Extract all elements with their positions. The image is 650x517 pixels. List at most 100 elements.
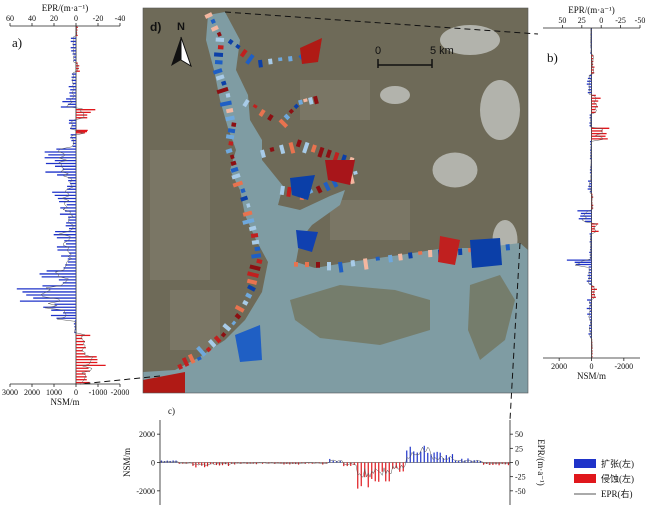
map-cloud-1: [480, 80, 520, 140]
c-y2label: EPR/(m·a⁻¹): [536, 439, 546, 485]
a-panel-label: a): [12, 35, 22, 50]
shore-branch-3-t0-0: [260, 149, 266, 159]
legend-label-expansion: 扩张(左): [601, 458, 634, 469]
shore-west-t7-3: [248, 225, 257, 232]
shore-west-t13-2: [181, 357, 190, 367]
b-x2tick-label-1: 25: [578, 16, 586, 25]
shore-west-t8-1: [251, 239, 260, 245]
a-x2tick-label-1: 40: [28, 14, 36, 23]
shore-branch-1-t0-3: [245, 53, 255, 65]
north-label: N: [177, 21, 185, 33]
c-panel-label: c): [168, 406, 175, 416]
shore-west-t10-1: [245, 292, 253, 299]
c-ytick-label-1: 0: [151, 459, 155, 468]
map-cloud-2: [432, 152, 478, 188]
a-xtick-label-1: 2000: [24, 388, 40, 397]
scale-label-5km: 5 km: [430, 45, 454, 57]
shore-west-t8-2: [254, 246, 261, 252]
shore-west-t3-0: [225, 93, 231, 98]
shore-branch-4-t0-0: [279, 185, 285, 196]
shore-branch-1-t1-0: [258, 59, 263, 68]
satellite-map: [142, 7, 529, 394]
legend: 扩张(左) 侵蚀(左) EPR(右): [574, 458, 634, 499]
a-xtick-label-4: -1000: [89, 388, 108, 397]
shore-west-t3-1: [219, 100, 232, 107]
shore-west-t4-2: [225, 134, 235, 140]
c-epr-line: [159, 446, 511, 478]
map-urban-0: [150, 150, 210, 280]
shore-west-t3-2: [225, 108, 234, 114]
shore-west-t13-0: [196, 356, 202, 361]
shore-west-t7-1: [242, 210, 253, 217]
map-panel-label: d): [150, 20, 161, 34]
legend-swatch-expansion: [574, 459, 596, 468]
shore-west-t11-1: [231, 320, 237, 326]
shore-west-t9-2: [247, 271, 259, 278]
b-x2tick-label-2: 0: [599, 16, 603, 25]
shore-branch-1-t1-1: [268, 58, 273, 65]
shore-west-t12-3: [196, 345, 207, 357]
b-xtick-label-2: -2000: [614, 362, 633, 371]
shore-branch-2-t0-2: [258, 108, 266, 118]
chart-a: 3000 2000 1000 0 -1000 -2000 NSM/m 60 40 20 0 -20 -4…: [2, 3, 129, 407]
c-y2tick-label-0: 50: [515, 430, 523, 439]
shore-west-t11-2: [222, 323, 232, 332]
shore-west-t7-2: [242, 218, 255, 225]
fan-2: [296, 230, 318, 252]
shore-west-t3-3: [225, 115, 235, 122]
a-epr-line: [40, 25, 93, 385]
shore-branch-2-t1-1: [283, 113, 291, 121]
shore-branch-4-t0-1: [286, 186, 292, 197]
shore-south-t2-2: [408, 252, 413, 259]
map-headland: [468, 275, 515, 360]
fan-3: [235, 325, 262, 362]
shore-west-t2-2: [221, 80, 227, 86]
b-epr-line: [574, 27, 604, 359]
shore-branch-2-t0-3: [267, 113, 274, 122]
c-y2tick-label-2: 0: [515, 459, 519, 468]
shore-branch-3-t2-0: [325, 149, 332, 159]
north-arrow-icon: [171, 36, 192, 68]
shore-west-t10-3: [234, 304, 245, 313]
shore-south-t1-1: [350, 259, 356, 267]
map-cloud-3: [380, 86, 410, 104]
shore-west-t9-0: [256, 258, 263, 264]
shore-west-t8-0: [250, 233, 259, 238]
map-cloud-0: [440, 25, 500, 55]
shore-south-t1-0: [338, 261, 344, 273]
a-x2tick-label-5: -40: [115, 14, 126, 23]
shore-west-t8-3: [251, 253, 262, 259]
fan-6: [470, 238, 502, 268]
shore-west-t9-1: [249, 264, 261, 271]
shore-west-t1-0: [215, 37, 225, 42]
shore-west-t2-1: [215, 74, 225, 81]
shore-branch-2-t0-0: [242, 98, 250, 108]
c-ytick-label-0: 2000: [139, 430, 155, 439]
shore-branch-3-t1-2: [310, 144, 317, 153]
shore-branch-1-t0-2: [239, 48, 248, 58]
shore-west-t10-0: [247, 284, 256, 292]
fan-7: [438, 236, 460, 265]
shore-branch-3-t1-1: [302, 141, 310, 154]
map-water: [143, 12, 528, 393]
shore-west-t11-0: [234, 313, 242, 320]
shore-west-t5-3: [230, 166, 239, 173]
shore-branch-1-t0-1: [235, 43, 241, 50]
shore-west-t12-1: [207, 339, 217, 348]
c-y2tick-label-4: -50: [515, 487, 526, 496]
shore-branch-2-t2-3: [313, 95, 319, 105]
shore-branch-3-t0-1: [269, 146, 275, 152]
shore-west-t5-2: [230, 160, 237, 166]
a-x2tick-label-4: -20: [93, 14, 104, 23]
c-ytick-label-2: -2000: [136, 487, 155, 496]
shore-branch-2-t2-0: [298, 99, 304, 106]
a-x2label: EPR/(m·a⁻¹): [42, 3, 88, 13]
shore-west-t5-0: [225, 148, 233, 154]
shore-west-t10-2: [242, 299, 249, 306]
shore-south-t4-3: [505, 244, 511, 251]
shore-branch-2-t2-1: [303, 98, 308, 103]
shore-branch-1-t1-3: [288, 56, 293, 62]
fan-4: [143, 372, 185, 393]
shore-west-t6-2: [240, 188, 246, 194]
